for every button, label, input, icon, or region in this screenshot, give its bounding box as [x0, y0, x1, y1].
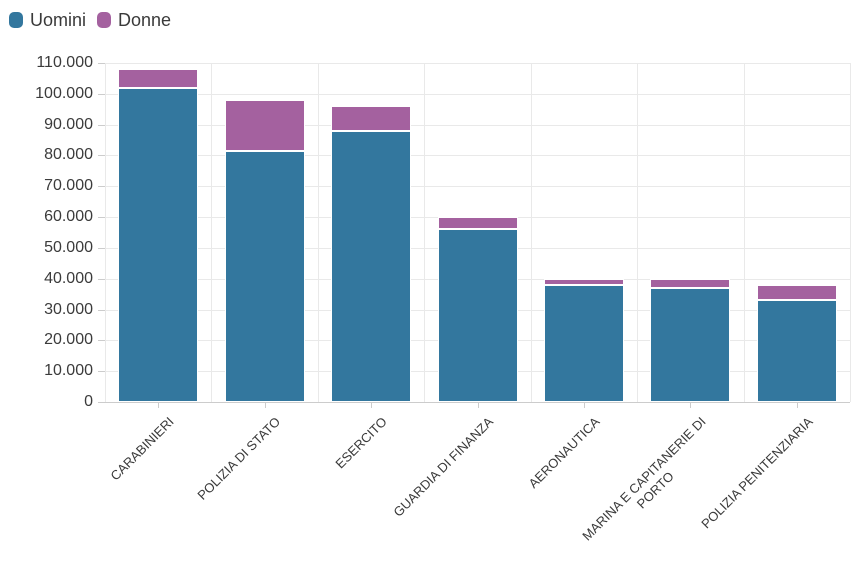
y-axis-tick — [98, 340, 105, 342]
bar-segment-uomini-aeronautica[interactable] — [543, 284, 624, 402]
bar-segment-uomini-polizia-di-stato[interactable] — [224, 150, 305, 402]
y-axis-label: 0 — [84, 393, 93, 410]
legend-swatch-donne — [97, 12, 112, 28]
bar-segment-uomini-marina-e-capitanerie-di-porto[interactable] — [650, 287, 731, 402]
x-gridline — [637, 63, 639, 402]
y-axis-tick — [98, 186, 105, 188]
x-gridline — [317, 63, 319, 402]
y-gridline — [105, 124, 850, 126]
y-axis-tick — [98, 278, 105, 280]
y-axis-tick — [98, 402, 105, 403]
x-axis-label-marina-e-capitanerie-di-porto: MARINA E CAPITANERIE DI PORTO — [579, 414, 709, 544]
x-gridline — [424, 63, 426, 402]
x-gridline — [530, 63, 532, 402]
bar-segment-donne-polizia-di-stato[interactable] — [224, 99, 305, 151]
x-axis-label-carabinieri: CARABINIERI — [107, 414, 177, 484]
bar-segment-donne-marina-e-capitanerie-di-porto[interactable] — [650, 278, 731, 288]
y-axis-tick — [98, 217, 105, 219]
y-gridline — [105, 93, 850, 95]
x-axis-label-esercito: ESERCITO — [332, 414, 390, 472]
y-axis-label: 20.000 — [44, 331, 93, 349]
x-axis-tick — [158, 402, 160, 408]
x-axis-tick — [264, 402, 266, 408]
x-axis-label-guardia-di-finanza: GUARDIA DI FINANZA — [390, 414, 497, 520]
y-axis-label: 10.000 — [44, 362, 93, 380]
y-axis-tick — [98, 124, 105, 126]
y-gridline — [105, 155, 850, 157]
bar-segment-donne-guardia-di-finanza[interactable] — [437, 217, 518, 230]
y-axis-label: 40.000 — [44, 269, 93, 287]
x-gridline — [743, 63, 745, 402]
y-axis-label: 60.000 — [44, 208, 93, 226]
y-axis-tick — [98, 155, 105, 157]
y-axis-tick — [98, 247, 105, 249]
y-axis-label: 110.000 — [36, 54, 93, 71]
y-axis-label: 30.000 — [44, 300, 93, 318]
bar-segment-donne-carabinieri[interactable] — [118, 69, 199, 88]
bar-segment-donne-polizia-penitenziaria[interactable] — [756, 284, 837, 301]
legend-label-uomini: Uomini — [30, 10, 87, 30]
x-gridline — [211, 63, 213, 402]
y-axis-label: 80.000 — [44, 146, 93, 164]
legend-item-donne[interactable]: Donne — [97, 11, 171, 29]
x-axis-tick — [796, 402, 798, 408]
legend-label-donne: Donne — [118, 10, 172, 30]
y-axis-tick — [98, 63, 105, 64]
x-axis-tick — [371, 402, 373, 408]
x-axis-tick — [477, 402, 479, 408]
y-axis-tick — [98, 371, 105, 373]
bar-segment-uomini-carabinieri[interactable] — [118, 87, 199, 402]
x-axis-label-aeronautica: AERONAUTICA — [525, 414, 603, 492]
bar-segment-donne-aeronautica[interactable] — [543, 278, 624, 285]
bar-segment-uomini-esercito[interactable] — [331, 130, 412, 402]
legend: Uomini Donne — [9, 11, 171, 29]
y-axis-label: 100.000 — [35, 84, 93, 102]
legend-item-uomini[interactable]: Uomini — [9, 11, 86, 29]
y-axis-label: 90.000 — [44, 115, 93, 133]
y-axis-label: 70.000 — [44, 177, 93, 195]
y-gridline — [105, 63, 850, 64]
x-axis-label-polizia-di-stato: POLIZIA DI STATO — [194, 414, 284, 503]
x-axis-tick — [690, 402, 692, 408]
y-gridline — [105, 186, 850, 188]
legend-swatch-uomini — [9, 12, 23, 28]
x-axis-tick — [583, 402, 585, 408]
y-axis-tick — [98, 93, 105, 95]
x-gridline — [105, 63, 106, 402]
y-axis-label: 50.000 — [44, 238, 93, 256]
y-axis-tick — [98, 309, 105, 311]
bar-segment-donne-esercito[interactable] — [331, 106, 412, 131]
bar-segment-uomini-polizia-penitenziaria[interactable] — [756, 300, 837, 402]
bar-segment-uomini-guardia-di-finanza[interactable] — [437, 229, 518, 402]
x-gridline — [850, 63, 851, 402]
